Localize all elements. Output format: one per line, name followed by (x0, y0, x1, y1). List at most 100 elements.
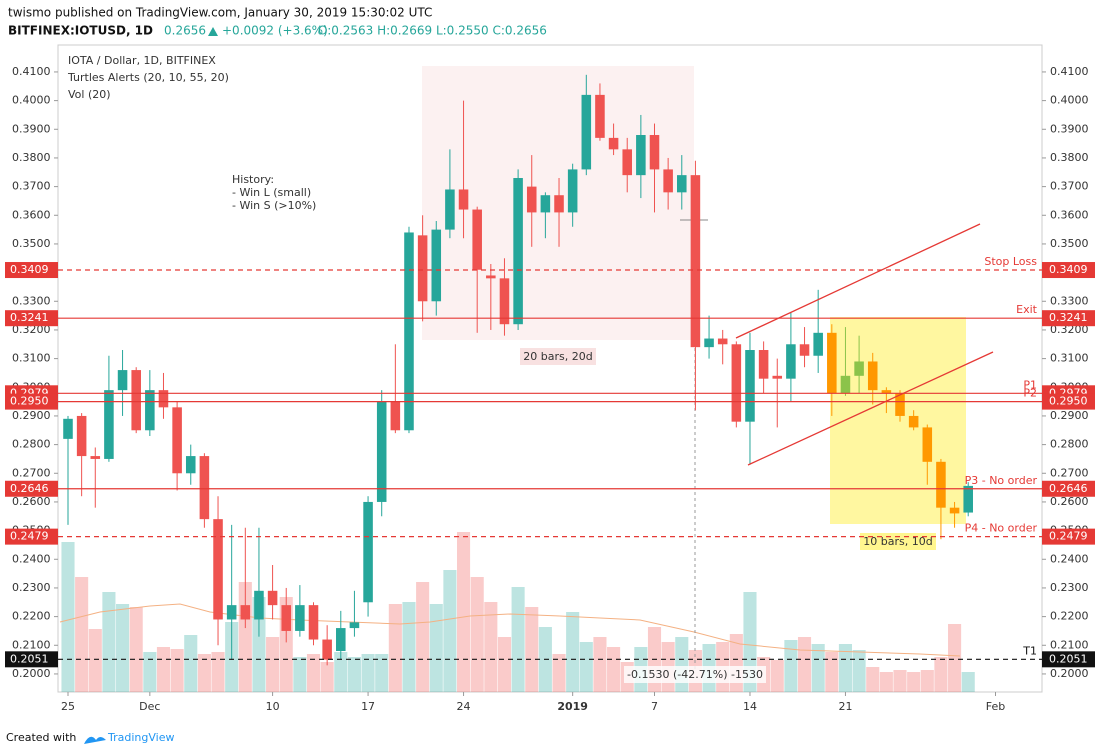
candle-body (772, 375, 783, 379)
candle-body (226, 605, 237, 620)
volume-bar (593, 637, 607, 692)
range-label: 10 bars, 10d (863, 535, 932, 548)
volume-bar (102, 592, 116, 692)
price-tag (5, 393, 58, 410)
y-tick-label: 0.4100 (12, 65, 51, 78)
candle-body (76, 415, 87, 457)
volume-bar (484, 602, 498, 692)
price-tag (1042, 528, 1095, 545)
note: History: (232, 173, 274, 186)
price-tag-label: 0.2646 (10, 482, 49, 495)
y-tick-label: 0.3100 (12, 352, 51, 365)
candle-body (827, 332, 837, 394)
volume-bar (470, 577, 484, 692)
candle-body (322, 639, 332, 660)
candle-body (840, 375, 851, 394)
up-arrow (208, 27, 218, 36)
last-price: 0.2656 (164, 24, 206, 38)
candle-body (390, 401, 401, 431)
volume-bar (825, 652, 839, 692)
y-tick-label: 0.2900 (12, 409, 51, 422)
candle-body (213, 519, 223, 620)
volume-bar (334, 652, 348, 692)
volume-bar (306, 654, 321, 692)
volume-bar (402, 602, 416, 692)
candle-body (867, 361, 878, 391)
x-tick-label: 17 (361, 700, 375, 713)
y-tick-label: 0.3900 (1050, 122, 1089, 135)
candle-body (895, 393, 905, 416)
note: - Win L (small) (232, 186, 311, 199)
y-tick-label: 0.3200 (1050, 323, 1089, 336)
price-tag-label: 0.2950 (1049, 395, 1088, 408)
legend-indicator: Turtles Alerts (20, 10, 55, 20) (67, 71, 229, 84)
candle-body (936, 461, 946, 508)
x-tick-label: 21 (838, 700, 852, 713)
y-tick-label: 0.2800 (12, 438, 51, 451)
trend-line (747, 351, 994, 466)
candle-body (281, 605, 292, 631)
candle-body (704, 338, 714, 348)
candle-body (922, 427, 933, 462)
price-tag (5, 310, 58, 327)
volume-bar (852, 650, 866, 692)
x-tick-label: 2019 (557, 700, 588, 713)
range-label: 20 bars, 20d (523, 350, 592, 363)
y-tick-label: 0.3900 (12, 122, 51, 135)
price-tag-label: 0.2479 (1049, 530, 1088, 543)
volume-bar (143, 652, 157, 692)
price-tag-label: 0.3241 (1049, 311, 1088, 324)
measure-label: -0.1530 (-42.71%) -1530 (627, 668, 763, 681)
volume-bar (838, 644, 853, 692)
y-tick-label: 0.3200 (12, 323, 51, 336)
candle-body (949, 507, 960, 514)
candle-body (349, 622, 360, 629)
volume-bar (129, 607, 143, 692)
candle-body (581, 94, 592, 170)
candle-body (677, 175, 687, 193)
candle-body (717, 338, 728, 345)
volume-bar (811, 644, 825, 692)
volume-bar (866, 667, 880, 692)
volume-bar (893, 670, 907, 692)
level-name: Exit (1016, 303, 1038, 316)
candle-body (363, 501, 373, 603)
candle-body (185, 456, 196, 474)
price-tag (1042, 480, 1095, 497)
candle-body (104, 390, 114, 459)
candle-body (799, 344, 810, 356)
y-tick-label: 0.3100 (1050, 352, 1089, 365)
candle-body (499, 278, 510, 325)
y-tick-label: 0.3700 (1050, 180, 1089, 193)
candle-body (622, 149, 632, 176)
label-box (520, 348, 596, 365)
trend-line (735, 223, 981, 339)
y-tick-label: 0.2600 (12, 495, 51, 508)
y-tick-label: 0.2000 (1050, 667, 1089, 680)
price-tag-label: 0.2051 (1049, 652, 1088, 665)
price-tag-label: 0.2479 (10, 530, 49, 543)
volume-bar (511, 587, 525, 692)
footer: Created with (6, 731, 76, 744)
ohlc: O:0.2563 H:0.2669 L:0.2550 C:0.2656 (318, 24, 547, 38)
y-tick-label: 0.2100 (12, 638, 51, 651)
volume-bar (934, 657, 948, 692)
price-tag (1042, 651, 1095, 668)
level-name: P4 - No order (965, 522, 1038, 535)
y-tick-label: 0.3800 (1050, 151, 1089, 164)
volume-bar (497, 637, 512, 692)
candle-body (731, 344, 742, 422)
candle-body (472, 209, 482, 270)
candle-body (881, 390, 892, 394)
candle-body (295, 605, 305, 631)
volume-bar (948, 624, 962, 692)
y-tick-label: 0.2000 (12, 667, 51, 680)
volume-bar (61, 542, 75, 692)
volume-bar (266, 637, 280, 692)
candle-body (131, 370, 141, 431)
volume-ma (59, 603, 961, 657)
volume-bar (443, 570, 457, 692)
symbol: BITFINEX:IOTUSD, 1D (8, 24, 153, 38)
y-tick-label: 0.4000 (12, 94, 51, 107)
candle-body (526, 186, 537, 213)
